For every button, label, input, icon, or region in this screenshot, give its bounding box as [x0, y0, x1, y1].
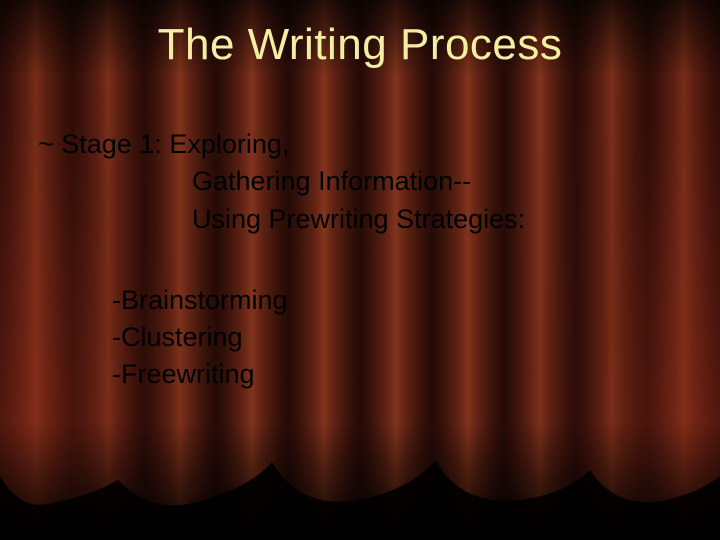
sublist-item: -Clustering: [112, 319, 690, 356]
stage-line-1: ~ Stage 1: Exploring,: [38, 126, 690, 163]
slide-body: ~ Stage 1: Exploring, Gathering Informat…: [38, 126, 690, 394]
sublist: -Brainstorming -Clustering -Freewriting: [38, 282, 690, 394]
stage-line-2: Gathering Information--: [38, 163, 690, 200]
sublist-item: -Brainstorming: [112, 282, 690, 319]
stage-line-3: Using Prewriting Strategies:: [38, 201, 690, 238]
slide: The Writing Process ~ Stage 1: Exploring…: [0, 0, 720, 540]
slide-content: The Writing Process ~ Stage 1: Exploring…: [0, 0, 720, 540]
sublist-item: -Freewriting: [112, 356, 690, 393]
slide-title: The Writing Process: [0, 20, 720, 70]
